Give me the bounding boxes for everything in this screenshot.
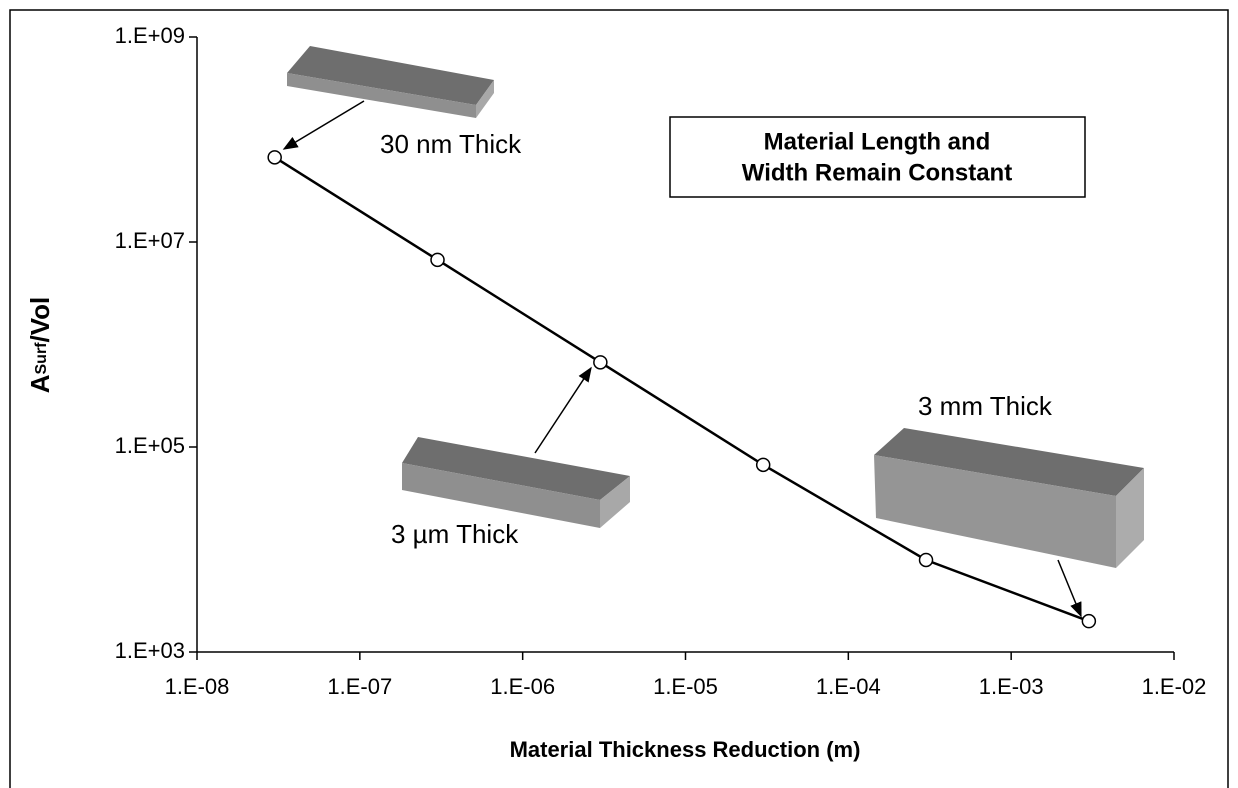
x-axis-title: Material Thickness Reduction (m) xyxy=(510,737,861,762)
y-title-part: A xyxy=(25,374,55,393)
data-point xyxy=(430,252,445,268)
series-line xyxy=(274,156,1090,623)
x-tick-label: 1.E-05 xyxy=(653,674,718,699)
annotation: 30 nm Thick xyxy=(380,129,522,159)
y-tick-label: 1.E+05 xyxy=(115,433,185,458)
x-tick-label: 1.E-03 xyxy=(979,674,1044,699)
data-point xyxy=(918,552,934,568)
data-point xyxy=(593,355,608,370)
x-tick-label: 1.E-06 xyxy=(490,674,555,699)
x-tick-label: 1.E-08 xyxy=(165,674,230,699)
y-title-sub: Surf xyxy=(33,342,50,375)
x-tick-label: 1.E-07 xyxy=(327,674,392,699)
annotation: 3 µm Thick xyxy=(391,519,519,549)
data-point xyxy=(755,457,771,473)
slab-3um xyxy=(402,437,630,528)
frame xyxy=(9,9,1229,788)
y-tick-label: 1.E+09 xyxy=(115,23,185,48)
arrows xyxy=(282,100,1082,618)
note-line: Material Length and xyxy=(764,128,991,155)
note-line: Width Remain Constant xyxy=(742,159,1012,186)
slab-3mm xyxy=(874,428,1144,568)
data-point xyxy=(267,150,282,165)
y-axis-title: ASurf/Vol xyxy=(25,297,55,394)
y-tick-label: 1.E+07 xyxy=(115,228,185,253)
slab-30nm xyxy=(287,46,494,118)
data-point xyxy=(1081,613,1097,629)
y-tick-label: 1.E+03 xyxy=(115,638,185,663)
x-tick-label: 1.E-02 xyxy=(1142,674,1207,699)
y-title-part: /Vol xyxy=(25,297,55,343)
note-box xyxy=(669,116,1086,198)
x-tick-label: 1.E-04 xyxy=(816,674,881,699)
annotation: 3 mm Thick xyxy=(918,391,1053,421)
